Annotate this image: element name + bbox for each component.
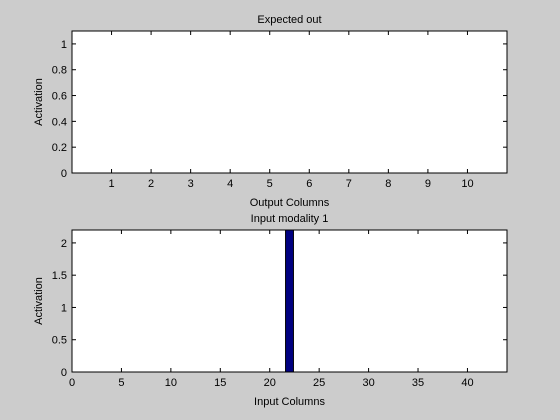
x-tick-label: 15 <box>214 377 226 389</box>
expected-out-x-label: Output Columns <box>250 197 330 209</box>
y-tick-label: 0 <box>61 367 67 379</box>
x-tick-label: 7 <box>346 178 352 190</box>
x-tick-label: 40 <box>461 377 473 389</box>
y-tick-label: 0 <box>61 168 67 180</box>
y-tick-label: 1.5 <box>52 270 67 282</box>
y-tick-label: 0.6 <box>52 91 67 103</box>
input-modality-title: Input modality 1 <box>251 213 329 225</box>
expected-out-x-ticks: 1 2 3 4 5 6 7 8 9 10 <box>108 31 474 190</box>
y-tick-label: 0.4 <box>52 116 67 128</box>
x-tick-label: 10 <box>461 178 473 190</box>
x-tick-label: 3 <box>188 178 194 190</box>
x-tick-label: 6 <box>306 178 312 190</box>
expected-out-y-ticks: 0 0.2 0.4 0.6 0.8 1 <box>52 39 507 180</box>
y-tick-label: 0.5 <box>52 335 67 347</box>
x-tick-label: 25 <box>313 377 325 389</box>
x-tick-label: 30 <box>362 377 374 389</box>
x-tick-label: 1 <box>108 178 114 190</box>
x-tick-label: 5 <box>118 377 124 389</box>
x-tick-label: 5 <box>267 178 273 190</box>
input-modality-x-ticks: 0 5 10 15 20 25 30 35 40 <box>69 230 474 389</box>
x-tick-label: 2 <box>148 178 154 190</box>
bar-22 <box>285 229 294 373</box>
y-tick-label: 1 <box>61 39 67 51</box>
x-tick-label: 10 <box>165 377 177 389</box>
input-modality-y-ticks: 0 0.5 1 1.5 2 <box>52 238 507 379</box>
expected-out-title: Expected out <box>257 14 321 26</box>
input-modality-y-label: Activation <box>33 277 45 325</box>
x-tick-label: 9 <box>425 178 431 190</box>
y-tick-label: 0.8 <box>52 65 67 77</box>
x-tick-label: 0 <box>69 377 75 389</box>
x-tick-label: 4 <box>227 178 233 190</box>
expected-out-plot: 1 2 3 4 5 6 7 8 9 10 00.20.40.60.81 Expected out … <box>33 14 508 209</box>
y-tick-label: 1 <box>61 302 67 314</box>
x-tick-label: 35 <box>412 377 424 389</box>
y-tick-label: 0.2 <box>52 142 67 154</box>
expected-out-y-label: Activation <box>33 78 45 126</box>
input-modality-plot: 0 5 10 15 20 25 30 35 40 0 0.5 1 1.5 2 Input modalit… <box>33 213 508 408</box>
expected-out-axes <box>71 30 508 174</box>
x-tick-label: 8 <box>385 178 391 190</box>
input-modality-bars <box>285 229 294 373</box>
x-tick-label: 20 <box>264 377 276 389</box>
y-tick-label: 2 <box>61 238 67 250</box>
input-modality-x-label: Input Columns <box>254 396 325 408</box>
